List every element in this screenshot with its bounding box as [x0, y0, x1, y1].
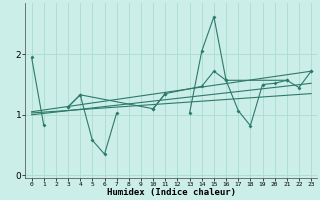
- X-axis label: Humidex (Indice chaleur): Humidex (Indice chaleur): [107, 188, 236, 197]
